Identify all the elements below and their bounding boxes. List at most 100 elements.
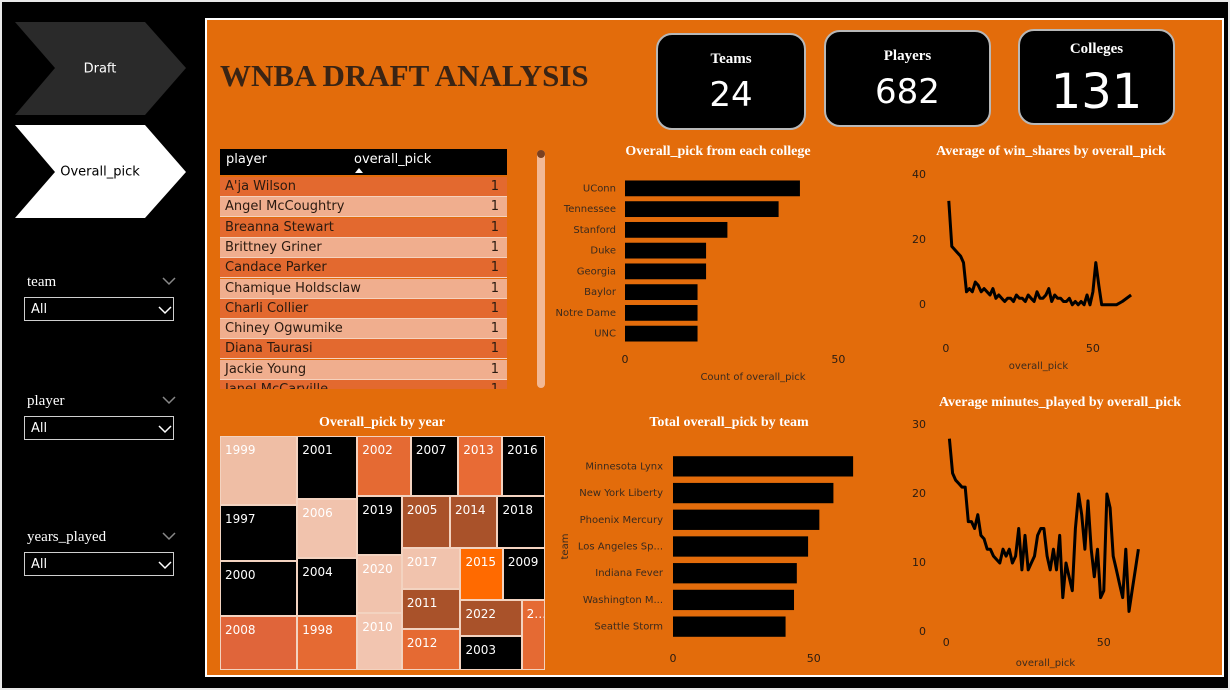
table-row[interactable]: Jackie Young 1 xyxy=(220,359,507,380)
dropdown-value: All xyxy=(31,557,48,572)
kpi-value: 24 xyxy=(709,75,753,115)
y-tick-label: 40 xyxy=(912,168,926,181)
table: player overall_pick A'ja Wilson 1 Angel Mc… xyxy=(220,149,507,389)
nav-pick-shape[interactable] xyxy=(15,125,186,218)
cell-player: Breanna Stewart xyxy=(225,219,334,235)
treemap-cell[interactable]: 1998 xyxy=(297,616,358,670)
category-label: Los Angeles Sp... xyxy=(578,542,663,553)
chevron-icon xyxy=(162,396,176,405)
treemap-cell[interactable]: 2016 xyxy=(502,436,545,497)
treemap-label: 2002 xyxy=(362,443,393,457)
treemap-cell[interactable]: 2003 xyxy=(460,636,522,670)
scrollbar[interactable] xyxy=(537,150,545,388)
category-label: Minnesota Lynx xyxy=(585,461,663,472)
category-label: Seattle Storm xyxy=(594,622,663,633)
dropdown-value: All xyxy=(31,421,48,436)
treemap-cell[interactable]: 2015 xyxy=(460,547,503,601)
bar xyxy=(625,263,707,280)
treemap-label: 2009 xyxy=(507,554,539,569)
sort-icon xyxy=(355,168,363,173)
chart-title: Overall_pick from each college xyxy=(625,144,810,159)
nav-draft-shape[interactable] xyxy=(15,22,186,115)
treemap-label: 2022 xyxy=(465,607,497,622)
treemap-cell[interactable]: 2007 xyxy=(410,436,459,497)
table-row[interactable]: Angel McCoughtry 1 xyxy=(220,197,507,218)
dashboard-title: WNBA DRAFT ANALYSIS xyxy=(220,58,589,93)
treemap-cell[interactable]: 2018 xyxy=(497,496,545,548)
treemap-cell[interactable]: 2020 xyxy=(357,554,402,613)
treemap-cell[interactable]: 2014 xyxy=(449,496,498,548)
line xyxy=(947,438,1140,613)
column-header[interactable]: overall_pick xyxy=(354,152,432,167)
bar xyxy=(625,242,707,259)
cell-player: Chiney Ogwumike xyxy=(225,321,343,337)
treemap-label: 1999 xyxy=(225,443,256,457)
scroll-thumb[interactable] xyxy=(537,150,545,158)
treemap-cell[interactable]: 2001 xyxy=(297,436,358,499)
treemap-cell[interactable]: 2005 xyxy=(401,496,450,548)
cell-pick: 1 xyxy=(490,361,499,377)
table-row[interactable]: Brittney Griner 1 xyxy=(220,237,507,258)
treemap-label: 2011 xyxy=(406,595,438,610)
treemap-cell[interactable]: 2022 xyxy=(460,600,522,637)
nav-pick[interactable]: Overall_pick xyxy=(60,165,140,180)
cell-pick: 1 xyxy=(490,280,499,296)
treemap-cell[interactable]: 2012 xyxy=(401,629,461,670)
y-tick-label: 0 xyxy=(919,625,926,638)
chart-title: Total overall_pick by team xyxy=(649,415,809,430)
cell-player: Brittney Griner xyxy=(225,239,322,255)
table-row[interactable]: Chiney Ogwumike 1 xyxy=(220,319,507,340)
treemap: 1999 1997 2000 2008 2001 2006 2004 1998 2002 2007… xyxy=(220,436,545,670)
y-tick-label: 20 xyxy=(912,233,926,246)
treemap-label: 2018 xyxy=(502,503,534,518)
treemap-cell[interactable]: 2021 xyxy=(521,600,545,670)
treemap-cell[interactable]: 2010 xyxy=(357,612,402,670)
treemap-label: 2001 xyxy=(302,443,333,457)
treemap-cell[interactable]: 1999 xyxy=(220,436,298,506)
bar xyxy=(673,482,834,504)
category-label: Duke xyxy=(590,246,616,257)
y-axis-label: team xyxy=(560,534,571,560)
treemap-label: 2004 xyxy=(302,565,333,580)
nav-draft[interactable]: Draft xyxy=(84,62,117,77)
filter-label: team xyxy=(27,274,57,290)
table-row[interactable]: Candace Parker 1 xyxy=(220,258,507,279)
treemap-cell[interactable]: 2004 xyxy=(297,558,358,616)
dropdown[interactable]: All xyxy=(24,552,174,576)
nav: Draft Overall_pick xyxy=(15,22,186,218)
dropdown[interactable]: All xyxy=(24,297,174,321)
dropdown[interactable]: All xyxy=(24,416,174,440)
bar xyxy=(625,304,698,321)
cell-pick: 1 xyxy=(490,219,499,235)
treemap-cell[interactable]: 2008 xyxy=(220,615,298,670)
treemap-cell[interactable]: 2009 xyxy=(502,547,545,601)
kpi-label: Players xyxy=(883,48,932,64)
table-row[interactable]: Janel McCarville 1 xyxy=(220,380,507,389)
cell-player: Diana Taurasi xyxy=(225,341,313,357)
table-row[interactable]: Charli Collier 1 xyxy=(220,298,507,319)
table-row[interactable]: A'ja Wilson 1 xyxy=(220,177,507,197)
treemap-cell[interactable]: 2006 xyxy=(297,498,358,559)
treemap-cell[interactable]: 2011 xyxy=(401,588,461,630)
column-header[interactable]: player xyxy=(226,152,267,167)
cell-player: Charli Collier xyxy=(225,300,309,316)
treemap-label: 2020 xyxy=(362,561,393,576)
treemap-cell[interactable]: 2000 xyxy=(220,561,298,616)
treemap-cell[interactable]: 2019 xyxy=(357,496,402,555)
bar xyxy=(673,536,809,557)
x-tick-label: 0 xyxy=(670,652,677,665)
chart-title: Average of win_shares by overall_pick xyxy=(936,144,1166,159)
cell-pick: 1 xyxy=(490,341,499,357)
treemap-label: 2008 xyxy=(225,622,256,637)
treemap-label: 2010 xyxy=(362,619,393,634)
table-row[interactable]: Diana Taurasi 1 xyxy=(220,339,507,360)
bar xyxy=(625,325,698,342)
treemap-cell[interactable]: 2017 xyxy=(401,547,461,589)
chart-title: Average minutes_played by overall_pick xyxy=(939,395,1181,410)
table-row[interactable]: Chamique Holdsclaw 1 xyxy=(220,278,507,299)
treemap-cell[interactable]: 1997 xyxy=(220,505,298,562)
treemap-cell[interactable]: 2002 xyxy=(357,436,411,497)
treemap-cell[interactable]: 2013 xyxy=(458,436,503,497)
table-row[interactable]: Breanna Stewart 1 xyxy=(220,217,507,238)
